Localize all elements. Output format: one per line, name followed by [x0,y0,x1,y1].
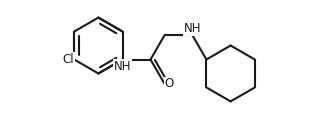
Text: O: O [164,77,174,90]
Text: NH: NH [184,22,201,35]
Text: NH: NH [114,60,131,72]
Text: Cl: Cl [63,53,74,66]
